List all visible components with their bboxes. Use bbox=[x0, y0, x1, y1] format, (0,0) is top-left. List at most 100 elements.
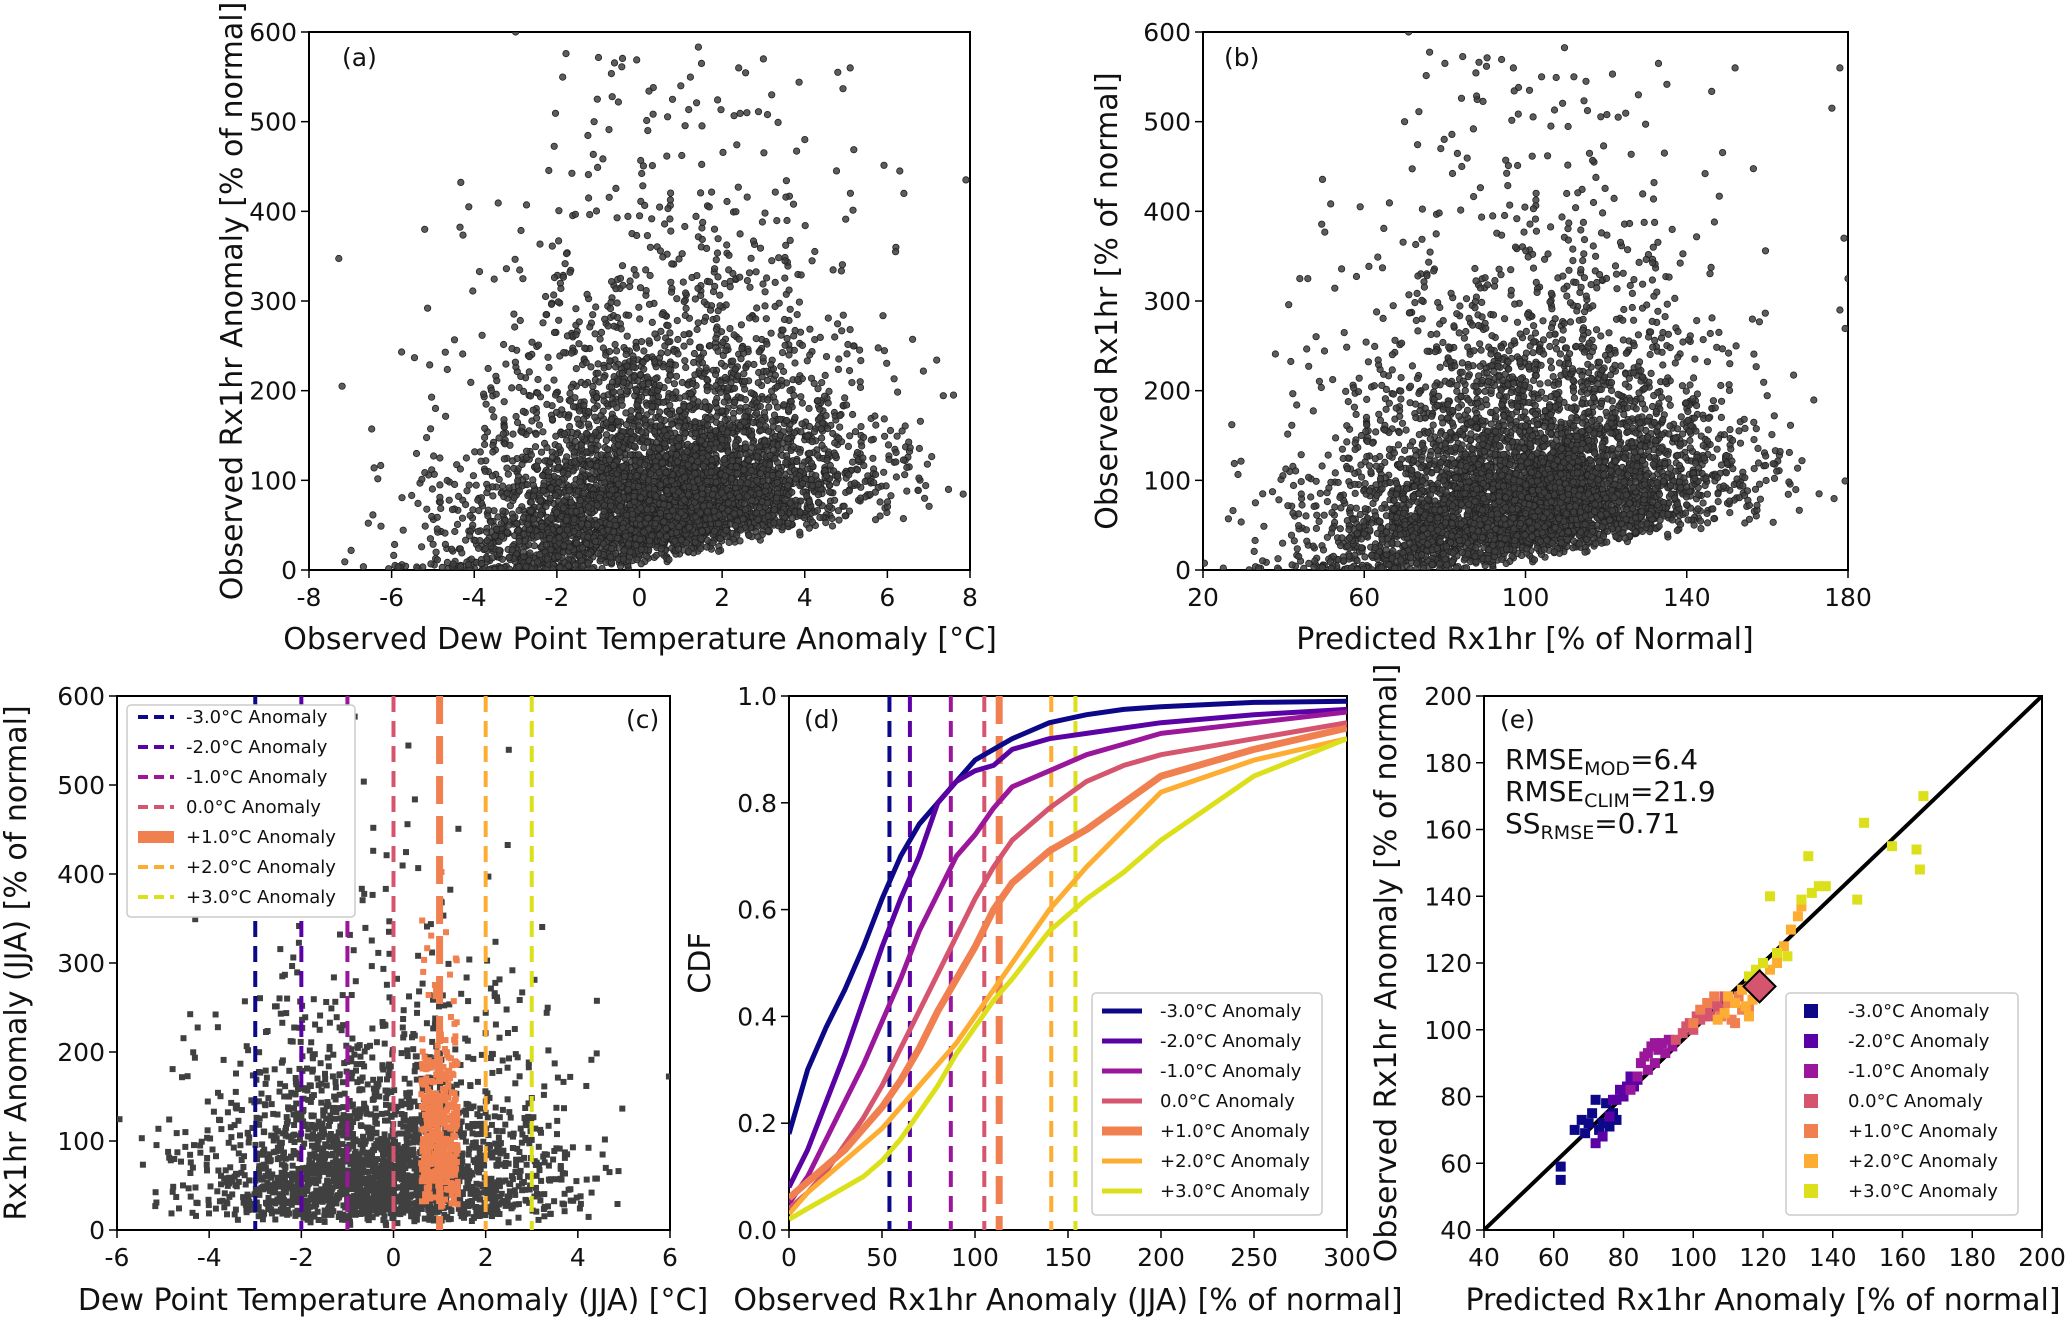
scatter-point bbox=[618, 369, 626, 377]
scatter-point bbox=[508, 457, 517, 465]
scatter-point bbox=[555, 207, 563, 215]
scatter-point bbox=[633, 556, 641, 564]
scatter-point bbox=[477, 457, 485, 465]
scatter-point bbox=[445, 496, 453, 504]
scatter-point bbox=[915, 474, 923, 482]
scatter-point bbox=[550, 291, 558, 299]
scatter-point bbox=[454, 492, 463, 500]
scatter-point bbox=[550, 142, 558, 150]
scatter-point bbox=[550, 376, 558, 384]
scatter-point bbox=[368, 425, 376, 433]
scatter-point bbox=[725, 251, 733, 259]
scatter-point bbox=[572, 364, 580, 373]
scatter-point bbox=[499, 340, 508, 349]
scatter-point bbox=[781, 274, 789, 282]
scatter-point bbox=[678, 378, 686, 387]
scatter-point bbox=[869, 454, 877, 462]
scatter-point bbox=[716, 291, 724, 299]
scatter-point bbox=[756, 244, 765, 252]
scatter-point bbox=[737, 355, 745, 363]
scatter-point bbox=[555, 478, 563, 486]
scatter-point bbox=[619, 555, 627, 563]
scatter-point bbox=[767, 360, 775, 369]
scatter-point bbox=[867, 436, 875, 444]
scatter-point bbox=[663, 113, 672, 121]
scatter-point bbox=[482, 400, 490, 408]
scatter-point bbox=[775, 299, 783, 307]
scatter-point bbox=[605, 193, 613, 201]
scatter-point bbox=[545, 363, 553, 372]
scatter-point bbox=[718, 407, 726, 415]
scatter-point bbox=[784, 435, 792, 443]
scatter-point bbox=[547, 514, 555, 522]
scatter-point bbox=[703, 543, 711, 551]
scatter-point bbox=[686, 338, 694, 346]
scatter-point bbox=[741, 500, 749, 508]
scatter-point bbox=[674, 350, 682, 358]
scatter-point bbox=[632, 386, 641, 394]
scatter-point bbox=[851, 479, 859, 487]
scatter-point bbox=[629, 363, 637, 371]
scatter-point bbox=[513, 519, 521, 528]
scatter-point bbox=[824, 399, 832, 407]
scatter-point bbox=[527, 507, 535, 515]
scatter-point bbox=[675, 255, 683, 263]
scatter-point bbox=[845, 471, 853, 479]
scatter-point bbox=[745, 531, 753, 539]
scatter-point bbox=[490, 413, 498, 421]
scatter-point bbox=[618, 63, 626, 71]
scatter-point bbox=[499, 430, 507, 438]
scatter-point bbox=[737, 526, 745, 534]
scatter-point bbox=[510, 464, 518, 472]
scatter-point bbox=[572, 539, 581, 547]
scatter-point bbox=[808, 518, 817, 526]
scatter-point bbox=[595, 378, 603, 386]
scatter-point bbox=[816, 414, 824, 422]
scatter-point bbox=[832, 167, 841, 175]
scatter-point bbox=[638, 169, 646, 178]
scatter-point bbox=[729, 414, 737, 422]
scatter-point bbox=[893, 432, 901, 440]
scatter-point bbox=[437, 504, 445, 512]
scatter-point bbox=[762, 367, 770, 375]
scatter-point bbox=[650, 477, 658, 486]
scatter-point bbox=[680, 297, 688, 306]
scatter-point bbox=[846, 325, 854, 334]
scatter-point bbox=[529, 492, 538, 500]
scatter-point bbox=[857, 356, 865, 365]
scatter-point bbox=[591, 330, 599, 338]
scatter-point bbox=[655, 203, 664, 211]
scatter-point bbox=[619, 281, 627, 289]
scatter-point bbox=[633, 231, 641, 240]
scatter-point bbox=[636, 315, 644, 323]
scatter-point bbox=[698, 235, 706, 243]
scatter-point bbox=[813, 506, 822, 515]
scatter-point bbox=[681, 410, 689, 418]
scatter-point bbox=[851, 428, 860, 436]
scatter-point bbox=[428, 485, 436, 493]
scatter-point bbox=[722, 301, 730, 309]
scatter-point bbox=[656, 247, 665, 255]
scatter-point bbox=[456, 223, 464, 231]
scatter-point bbox=[741, 395, 750, 404]
scatter-point bbox=[589, 382, 597, 390]
scatter-point bbox=[666, 189, 675, 197]
scatter-point bbox=[584, 520, 592, 529]
scatter-point bbox=[791, 359, 799, 367]
scatter-point bbox=[648, 162, 657, 170]
scatter-point bbox=[633, 471, 641, 480]
scatter-point bbox=[548, 415, 557, 423]
scatter-point bbox=[690, 498, 699, 506]
scatter-point bbox=[713, 314, 721, 323]
scatter-point bbox=[525, 368, 533, 376]
scatter-point bbox=[701, 403, 710, 412]
scatter-point bbox=[737, 321, 746, 329]
scatter-point bbox=[740, 370, 748, 378]
scatter-point bbox=[593, 393, 601, 401]
scatter-point bbox=[853, 466, 862, 474]
scatter-point bbox=[679, 278, 687, 286]
scatter-point bbox=[612, 184, 620, 192]
scatter-point bbox=[723, 197, 731, 206]
scatter-point bbox=[831, 439, 839, 447]
scatter-point bbox=[499, 507, 507, 515]
